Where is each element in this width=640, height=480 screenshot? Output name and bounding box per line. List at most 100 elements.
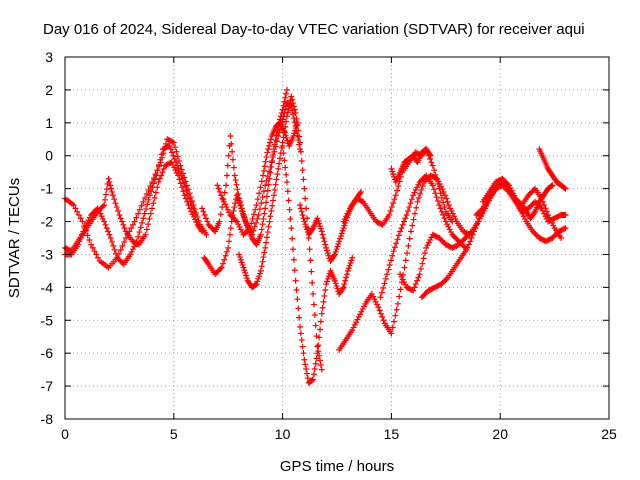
data-point [474, 210, 481, 217]
data-point [398, 273, 405, 280]
data-point [261, 210, 268, 217]
y-tick-label: 1 [45, 115, 53, 131]
data-point [388, 330, 395, 337]
data-point [392, 312, 399, 319]
data-point [238, 205, 245, 212]
data-point [411, 210, 418, 217]
data-point [450, 244, 457, 251]
data-point [347, 260, 354, 267]
data-point [433, 283, 440, 290]
data-point [449, 218, 456, 225]
data-point [390, 200, 397, 207]
data-point [424, 242, 431, 249]
data-point [359, 306, 366, 313]
data-point [501, 184, 508, 191]
data-point [557, 227, 564, 234]
data-point [394, 300, 401, 307]
data-point [257, 231, 264, 238]
data-point [214, 182, 221, 189]
data-point [418, 186, 425, 193]
data-point [263, 193, 270, 200]
data-point [91, 248, 98, 255]
data-point [443, 195, 450, 202]
data-point [102, 221, 109, 228]
data-point [184, 191, 191, 198]
data-point [258, 200, 265, 207]
data-point [105, 175, 112, 182]
data-point [166, 160, 173, 167]
data-point [255, 275, 262, 282]
data-point [256, 270, 263, 277]
data-point [153, 172, 160, 179]
data-point [334, 243, 341, 250]
data-point [116, 257, 123, 264]
data-point [284, 109, 291, 116]
data-point [283, 113, 290, 120]
data-point [414, 277, 421, 284]
data-point [280, 150, 287, 157]
data-point [260, 167, 267, 174]
data-point [232, 217, 239, 224]
data-point [150, 200, 157, 207]
data-point [290, 111, 297, 118]
data-point [421, 291, 428, 298]
data-point [448, 208, 455, 215]
data-point [230, 208, 237, 215]
data-point [377, 220, 384, 227]
data-point [515, 198, 522, 205]
data-point [414, 198, 421, 205]
data-point [145, 196, 152, 203]
data-point [317, 326, 324, 333]
data-point [449, 210, 456, 217]
data-point [402, 281, 409, 288]
data-point [391, 196, 398, 203]
data-point [115, 256, 122, 263]
data-point [529, 188, 536, 195]
data-point [316, 220, 323, 227]
data-point [258, 263, 265, 270]
data-point [156, 175, 163, 182]
data-point [300, 176, 307, 183]
data-point [344, 271, 351, 278]
data-point [236, 251, 243, 258]
data-point [412, 186, 419, 193]
data-point [529, 228, 536, 235]
data-point [464, 244, 471, 251]
series-arc-8 [279, 142, 356, 386]
data-point [417, 177, 424, 184]
data-point [398, 225, 405, 232]
data-point [304, 375, 311, 382]
data-point [133, 214, 140, 221]
data-point [281, 157, 288, 164]
data-point [448, 229, 455, 236]
data-point [64, 246, 71, 253]
data-point [354, 316, 361, 323]
data-point [148, 188, 155, 195]
data-point [165, 143, 172, 150]
data-point [186, 195, 193, 202]
data-point [436, 202, 443, 209]
data-point [338, 230, 345, 237]
data-point [145, 221, 152, 228]
data-point [270, 146, 277, 153]
data-point [218, 192, 225, 199]
data-point [389, 252, 396, 259]
data-point [252, 206, 259, 213]
data-point [236, 254, 243, 261]
data-point [500, 183, 507, 190]
data-point [242, 269, 249, 276]
data-point [415, 181, 422, 188]
data-point [529, 201, 536, 208]
data-point [353, 195, 360, 202]
data-point [433, 233, 440, 240]
data-point [408, 286, 415, 293]
data-point [152, 189, 159, 196]
data-point [380, 317, 387, 324]
data-point [385, 266, 392, 273]
data-point [429, 182, 436, 189]
data-point [227, 211, 234, 218]
data-point [404, 250, 411, 257]
data-point [297, 205, 304, 212]
data-point [142, 231, 149, 238]
data-point [256, 206, 263, 213]
